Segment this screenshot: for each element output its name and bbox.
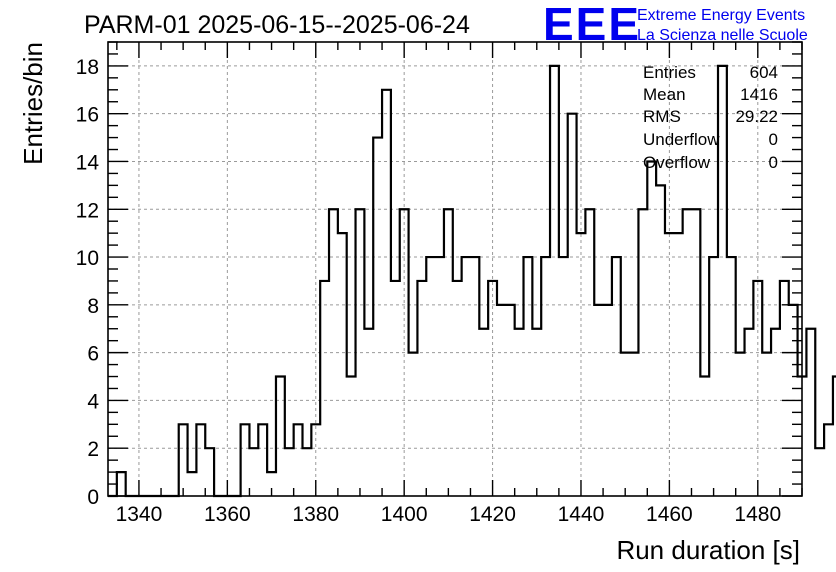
y-tick-label-2: 2 [87,438,99,461]
y-tick-label-4: 4 [87,390,99,413]
stat-rms-value: 29.22 [735,107,778,126]
y-tick-label-0: 0 [87,486,99,509]
x-tick-label-1440: 1440 [558,503,605,526]
grid-lines [108,42,802,496]
stat-overflow-label: Overflow [643,153,711,172]
x-tick-labels: 1340 1360 1380 1400 1420 1440 1460 1480 [116,503,782,526]
y-tick-label-12: 12 [76,199,99,222]
y-tick-label-8: 8 [87,295,99,318]
stat-mean-value: 1416 [740,85,778,104]
eee-logo-mark: EEE [543,0,641,50]
stats-box: Entries 604 Mean 1416 RMS 29.22 Underflo… [643,63,778,172]
x-tick-label-1380: 1380 [292,503,339,526]
stat-entries-value: 604 [750,63,778,82]
stat-overflow-value: 0 [769,153,778,172]
stat-rms-label: RMS [643,107,681,126]
logo-line-2: La Scienza nelle Scuole [637,27,808,44]
stat-underflow-value: 0 [769,130,778,149]
y-tick-label-16: 16 [76,104,99,127]
y-tick-labels: 0 2 4 6 8 10 12 14 16 18 [76,56,100,509]
x-tick-label-1360: 1360 [204,503,251,526]
y-axis-title: Entries/bin [18,42,48,165]
axis-ticks [108,41,803,497]
y-tick-label-18: 18 [76,56,99,79]
logo-line-1: Extreme Energy Events [637,7,805,24]
x-tick-label-1340: 1340 [116,503,163,526]
x-axis-title: Run duration [s] [616,535,800,565]
x-tick-label-1480: 1480 [734,503,781,526]
x-tick-label-1460: 1460 [646,503,693,526]
stat-entries-label: Entries [643,63,696,82]
y-tick-label-10: 10 [76,247,99,270]
x-tick-label-1400: 1400 [381,503,428,526]
y-tick-label-14: 14 [76,151,100,174]
stat-mean-label: Mean [643,85,686,104]
chart-title: PARM-01 2025-06-15--2025-06-24 [84,11,470,39]
eee-logo: EEE Extreme Energy Events La Scienza nel… [543,0,808,50]
stat-underflow-label: Underflow [643,130,720,149]
x-tick-label-1420: 1420 [469,503,516,526]
histogram-series [108,64,836,498]
y-tick-label-6: 6 [87,343,99,366]
